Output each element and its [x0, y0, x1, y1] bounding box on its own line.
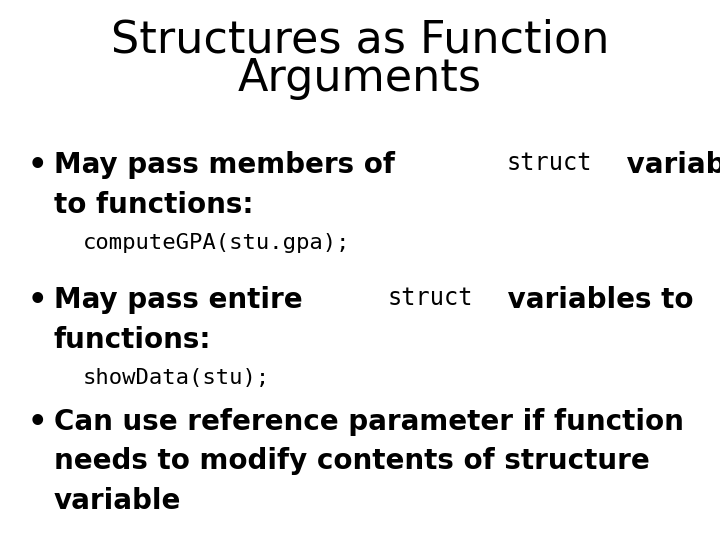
Text: May pass members of: May pass members of [54, 151, 405, 179]
Text: needs to modify contents of structure: needs to modify contents of structure [54, 447, 649, 475]
Text: variables to: variables to [498, 286, 693, 314]
Text: computeGPA(stu.gpa);: computeGPA(stu.gpa); [83, 233, 351, 253]
Text: showData(stu);: showData(stu); [83, 368, 270, 388]
Text: Arguments: Arguments [238, 57, 482, 100]
Text: variables: variables [617, 151, 720, 179]
Text: •: • [27, 286, 47, 315]
Text: May pass entire: May pass entire [54, 286, 312, 314]
Text: struct: struct [506, 151, 592, 175]
Text: Can use reference parameter if function: Can use reference parameter if function [54, 408, 684, 436]
Text: Structures as Function: Structures as Function [111, 19, 609, 62]
Text: struct: struct [387, 286, 473, 310]
Text: variable: variable [54, 487, 181, 515]
Text: functions:: functions: [54, 326, 212, 354]
Text: •: • [27, 408, 47, 437]
Text: •: • [27, 151, 47, 180]
Text: to functions:: to functions: [54, 191, 253, 219]
